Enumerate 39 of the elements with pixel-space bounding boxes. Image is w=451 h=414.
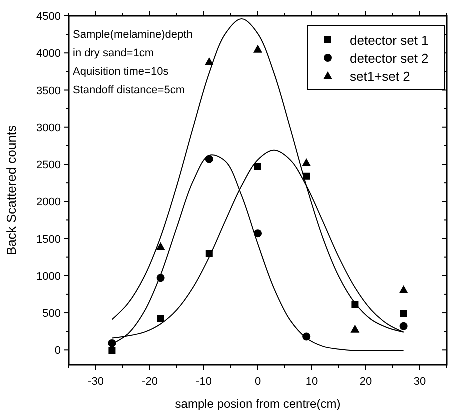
y-tick-label: 0: [54, 345, 61, 358]
annotation: Sample(melamine)depth: [73, 29, 193, 41]
x-tick-label: 10: [306, 376, 318, 388]
legend-label: set1+set 2: [350, 69, 410, 84]
annotation: in dry sand=1cm: [73, 48, 154, 60]
x-tick-label: -10: [196, 376, 212, 388]
y-axis-title: Back Scattered counts: [4, 124, 19, 256]
point: [157, 315, 164, 322]
y-tick-label: 500: [42, 308, 61, 320]
point: [400, 310, 408, 318]
y-tick-label: 2500: [36, 160, 61, 172]
point: [302, 158, 312, 167]
y-tick-label: 1000: [36, 270, 61, 283]
point: [254, 230, 262, 238]
legend-label: detector set 1: [350, 33, 429, 48]
y-tick-label: 3000: [36, 122, 61, 134]
annotation: Aquisition time=10s: [73, 66, 170, 78]
x-axis-title: sample posion from centre(cm): [175, 397, 341, 411]
y-tick-label: 2000: [36, 196, 61, 209]
point: [156, 242, 166, 250]
x-tick-label: 20: [360, 376, 372, 388]
point: [350, 324, 360, 333]
y-tick-label: 1500: [36, 234, 61, 246]
y-tick-label: 3500: [36, 85, 61, 98]
x-tick-label: 30: [414, 376, 426, 388]
y-tick-label: 4000: [36, 48, 61, 60]
point: [399, 286, 408, 294]
x-tick-label: -30: [88, 376, 104, 388]
legend-label: detector set 2: [350, 51, 429, 66]
annotation: Standoff distance=5cm: [73, 84, 186, 96]
point: [108, 339, 116, 348]
point: [108, 347, 116, 354]
point: [400, 322, 408, 330]
x-tick-label: 0: [254, 376, 262, 388]
point: [254, 44, 262, 53]
point: [254, 163, 262, 170]
point: [204, 58, 214, 66]
x-tick-label: -20: [142, 376, 158, 388]
y-tick-label: 4500: [36, 11, 61, 23]
